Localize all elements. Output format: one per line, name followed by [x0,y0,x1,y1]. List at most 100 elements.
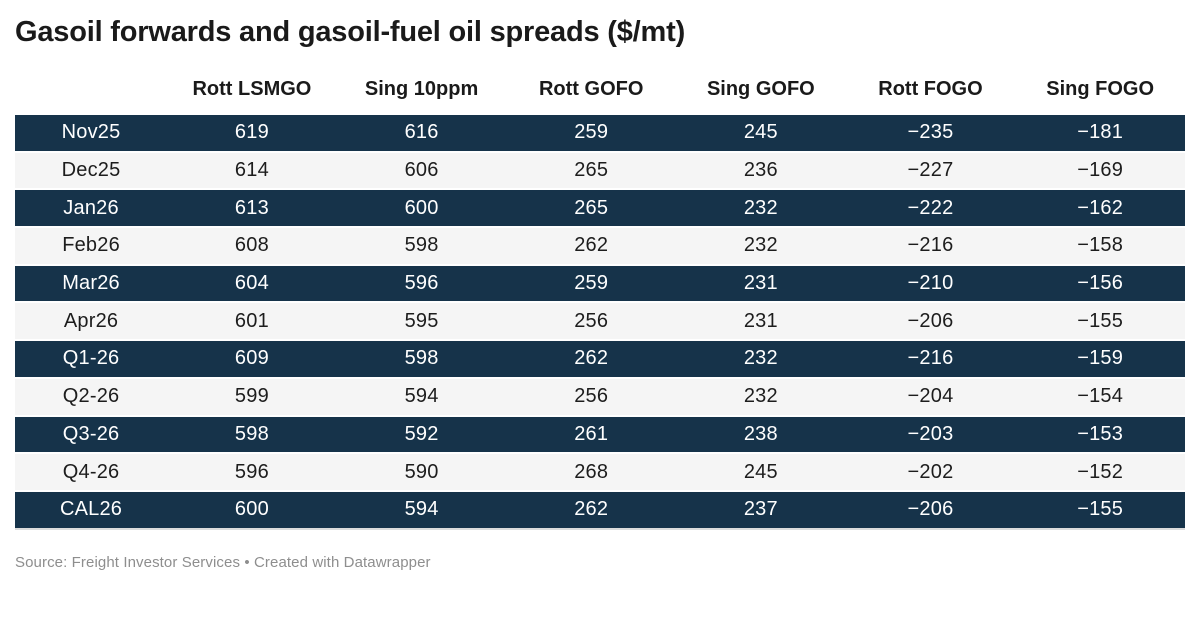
table-cell: −206 [845,301,1016,341]
table-cell: 261 [506,414,677,454]
table-cell: 265 [506,188,677,228]
table-cell: 256 [506,301,677,341]
table-cell: 259 [506,263,677,303]
table-header: Rott LSMGO Sing 10ppm Rott GOFO Sing GOFO Ro… [15,50,1185,114]
table-cell: −204 [845,376,1016,416]
table-cell: 608 [167,226,337,265]
table-body: Nov25 619 616 259 245 −235 −181 Dec25 614 606 265 2… [15,113,1185,530]
table-row: Feb26 608 598 262 232 −216 −158 [15,226,1185,265]
table-cell: −158 [1015,226,1185,265]
table-cell: −153 [1015,414,1185,454]
table-cell: −206 [845,489,1016,530]
table-row: Q1-26 609 598 262 232 −216 −159 [15,339,1185,378]
table-cell: 594 [336,489,507,530]
table-cell: 256 [506,376,677,416]
row-label: Q1-26 [15,339,168,378]
header-row: Rott LSMGO Sing 10ppm Rott GOFO Sing GOFO Ro… [15,50,1185,114]
page-title: Gasoil forwards and gasoil-fuel oil spre… [15,16,686,48]
table-cell: 598 [167,414,337,454]
table-cell: −162 [1015,188,1185,228]
table-cell: 592 [336,414,507,454]
table-cell: 245 [676,452,846,491]
table-cell: 245 [676,113,846,152]
column-header: Rott FOGO [845,50,1016,114]
table-cell: 613 [167,188,337,228]
table-cell: −181 [1015,113,1185,152]
table-row: Jan26 613 600 265 232 −222 −162 [15,188,1185,228]
table-cell: 596 [336,263,507,303]
row-label: Nov25 [15,113,168,152]
column-header: Sing 10ppm [336,50,507,114]
table-cell: 614 [167,150,337,190]
table-cell: 232 [676,226,846,265]
table-cell: 600 [336,188,507,228]
row-label: Q2-26 [15,376,168,416]
table-cell: 604 [167,263,337,303]
row-label: Mar26 [15,263,168,303]
table-cell: 265 [506,150,677,190]
table-cell: 236 [676,150,846,190]
column-header: Sing FOGO [1015,50,1185,114]
table-cell: 599 [167,376,337,416]
table-cell: −203 [845,414,1016,454]
table-cell: 262 [506,339,677,378]
row-label: Feb26 [15,226,168,265]
table-cell: −169 [1015,150,1185,190]
table-cell: 594 [336,376,507,416]
table-cell: −210 [845,263,1016,303]
table-row: CAL26 600 594 262 237 −206 −155 [15,489,1185,530]
row-label: Q4-26 [15,452,168,491]
table-cell: −222 [845,188,1016,228]
footer-bullet: • [244,553,250,571]
table-cell: 238 [676,414,846,454]
column-header: Rott GOFO [506,50,677,114]
table-cell: 237 [676,489,846,530]
table-cell: −159 [1015,339,1185,378]
table-row: Q2-26 599 594 256 232 −204 −154 [15,376,1185,416]
table-cell: 262 [506,489,677,530]
table-cell: 596 [167,452,337,491]
table-cell: 231 [676,301,846,341]
table-cell: −202 [845,452,1016,491]
table-cell: −227 [845,150,1016,190]
table-cell: 609 [167,339,337,378]
table-cell: −235 [845,113,1016,152]
source-note: Source: Freight Investor Services [15,553,241,571]
data-table: Rott LSMGO Sing 10ppm Rott GOFO Sing GOFO Ro… [15,50,1185,530]
table-row: Q4-26 596 590 268 245 −202 −152 [15,452,1185,491]
table-cell: 259 [506,113,677,152]
table-cell: −216 [845,339,1016,378]
table-cell: 616 [336,113,507,152]
footer: Source: Freight Investor Services • Crea… [15,554,1185,571]
table-row: Mar26 604 596 259 231 −210 −156 [15,263,1185,303]
row-label: CAL26 [15,489,168,530]
row-label: Jan26 [15,188,168,228]
row-label: Dec25 [15,150,168,190]
column-header: Sing GOFO [676,50,846,114]
table-cell: 232 [676,339,846,378]
row-label: Q3-26 [15,414,168,454]
table-cell: 262 [506,226,677,265]
column-header [15,50,168,114]
table-cell: 606 [336,150,507,190]
table-cell: 601 [167,301,337,341]
datawrapper-attribution-link[interactable]: Created with Datawrapper [253,553,431,571]
column-header: Rott LSMGO [167,50,337,114]
table-cell: 232 [676,188,846,228]
table-cell: 595 [336,301,507,341]
table-cell: 598 [336,339,507,378]
table-row: Nov25 619 616 259 245 −235 −181 [15,113,1185,152]
row-label: Apr26 [15,301,168,341]
table-cell: 600 [167,489,337,530]
table-cell: −155 [1015,301,1185,341]
table-cell: −152 [1015,452,1185,491]
table-cell: 232 [676,376,846,416]
table-cell: 268 [506,452,677,491]
table-cell: 231 [676,263,846,303]
table-cell: −156 [1015,263,1185,303]
table-cell: −216 [845,226,1016,265]
table-row: Dec25 614 606 265 236 −227 −169 [15,150,1185,190]
table-cell: 619 [167,113,337,152]
table-cell: −154 [1015,376,1185,416]
table-cell: 590 [336,452,507,491]
